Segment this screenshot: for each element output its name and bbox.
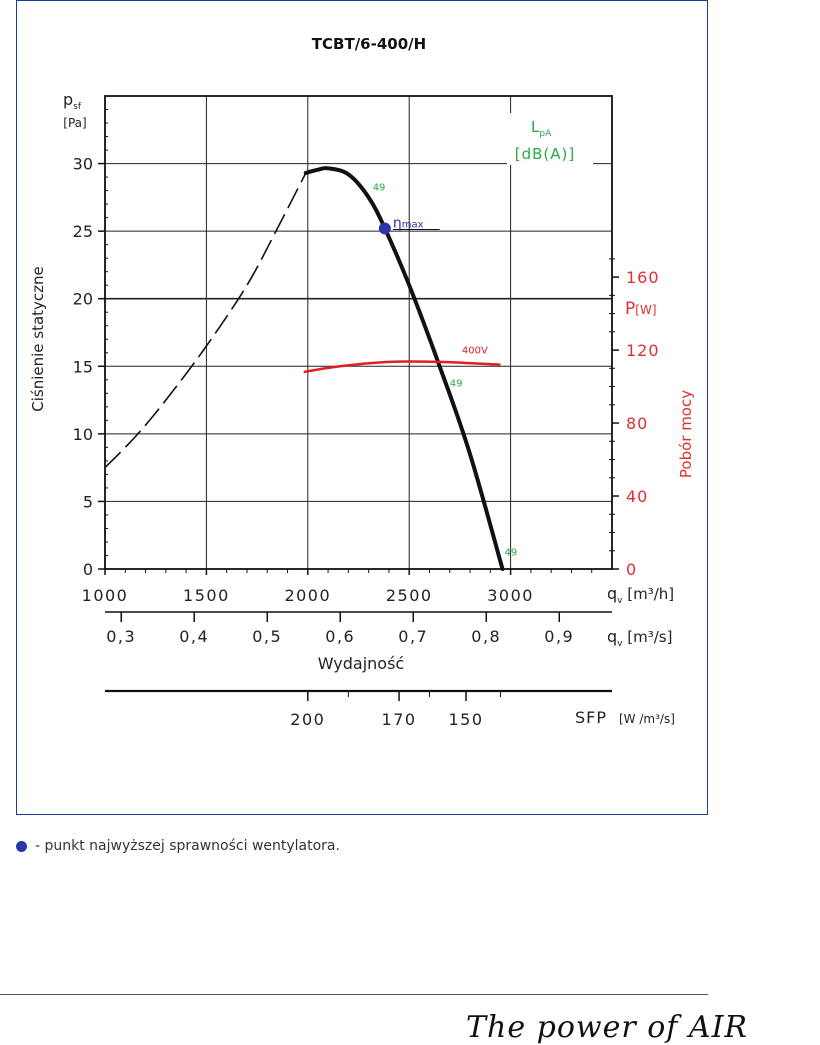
- footer-divider: [0, 994, 708, 995]
- x-axis-symbol-m3h: qv [m³/h]: [607, 584, 674, 606]
- y-axis-symbol: psf: [63, 90, 82, 112]
- power-axis-symbol: P[W]: [625, 299, 657, 319]
- brand-signature: The power of AIR: [466, 1010, 749, 1045]
- x-tick-label-m3s: 0,9: [544, 627, 574, 646]
- pressure-curve-unstable: [104, 172, 307, 469]
- x-tick-label-m3h: 1500: [183, 586, 230, 605]
- y-tick-label: 0: [83, 560, 93, 579]
- x-axis-symbol-m3s: qv [m³/s]: [607, 627, 672, 649]
- x-tick-label-m3h: 2000: [284, 586, 331, 605]
- chart-title: TCBT/6-400/H: [312, 35, 426, 53]
- y-tick-label: 15: [73, 357, 93, 376]
- sfp-label: SFP: [575, 708, 607, 727]
- legend-text: - punkt najwyższej sprawności wentylator…: [35, 838, 340, 854]
- plot-border: [104, 95, 613, 570]
- power-axis-label: Pobór mocy: [677, 390, 695, 478]
- sfp-tick-label: 150: [448, 710, 483, 729]
- sfp-tick-label: 170: [382, 710, 417, 729]
- sfp-tick-label: 200: [290, 710, 325, 729]
- x-tick-label-m3s: 0,6: [325, 627, 355, 646]
- power-curve: [303, 360, 501, 374]
- y-tick-label: 25: [73, 222, 93, 241]
- lpa-annotation: 49: [450, 379, 463, 390]
- power-tick-label: 0: [626, 560, 637, 579]
- eta-max-label: ηmax: [393, 215, 424, 231]
- x-tick-label-m3s: 0,8: [471, 627, 501, 646]
- fan-curve-chart: TCBT/6-400/H 0 5 10 15 20 25 30 psf [Pa] Ciśnienie…: [29, 35, 695, 729]
- lpa-annotation: 49: [373, 183, 386, 194]
- y-tick-label: 10: [73, 425, 93, 444]
- x-tick-label-m3h: 2500: [386, 586, 433, 605]
- x-tick-label-m3s: 0,3: [106, 627, 136, 646]
- lpa-label-background: [507, 113, 593, 165]
- sfp-unit: [W /m³/s]: [619, 712, 675, 726]
- y-tick-label: 5: [83, 492, 93, 511]
- lpa-annotation: 49: [505, 547, 518, 558]
- x-tick-label-m3s: 0,7: [398, 627, 428, 646]
- lpa-symbol: LpA: [531, 118, 552, 139]
- x-axis-label: Wydajność: [318, 654, 404, 673]
- x-tick-label-m3h: 1000: [82, 586, 129, 605]
- eta-max-marker-icon: [16, 840, 27, 852]
- x-tick-label-m3s: 0,4: [179, 627, 209, 646]
- x-tick-label-m3s: 0,5: [252, 627, 282, 646]
- power-tick-label: 160: [626, 268, 660, 287]
- power-tick-label: 120: [626, 341, 660, 360]
- y-axis-unit: [Pa]: [63, 116, 86, 130]
- y-tick-label: 30: [73, 155, 93, 174]
- chart-frame: TCBT/6-400/H 0 5 10 15 20 25 30 psf [Pa] Ciśnienie…: [16, 0, 708, 815]
- legend-caption: - punkt najwyższej sprawności wentylator…: [16, 838, 340, 854]
- power-tick-label: 80: [626, 414, 648, 433]
- lpa-unit: [dB(A)]: [515, 145, 575, 163]
- y-axis-label: Ciśnienie statyczne: [29, 266, 47, 412]
- power-tick-label: 40: [626, 487, 648, 506]
- power-series-label: 400V: [462, 346, 488, 357]
- eta-max-point: [378, 222, 391, 235]
- y-tick-label: 20: [73, 290, 93, 309]
- x-tick-label-m3h: 3000: [487, 586, 534, 605]
